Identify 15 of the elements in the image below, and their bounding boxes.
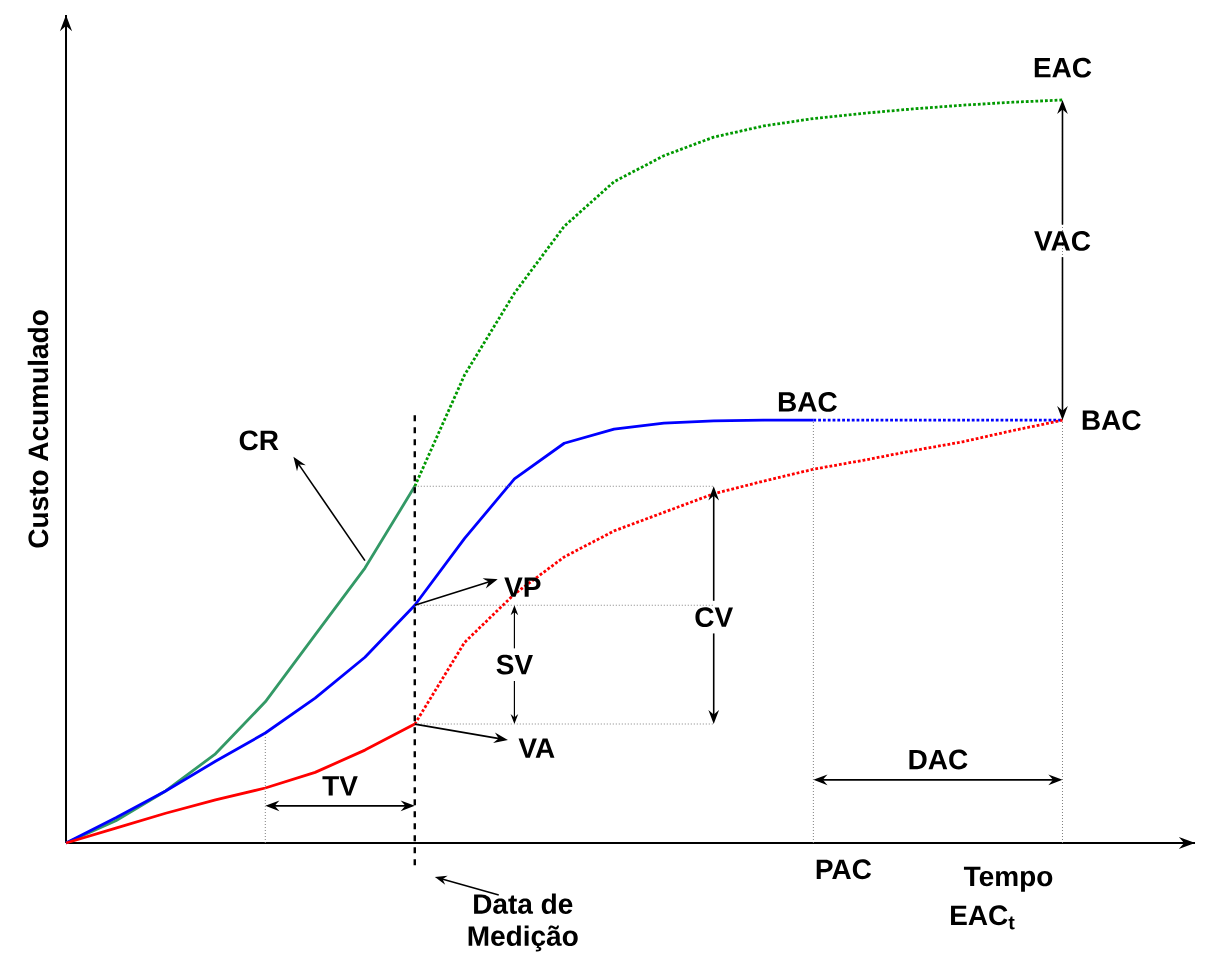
annotation: VAC [1034, 230, 1091, 251]
annotation: BAC [778, 391, 837, 412]
annotation: DAC [909, 749, 968, 770]
annotation: CR [239, 430, 279, 451]
text: Data de Medição [468, 893, 578, 952]
x-axis-title: Tempo [963, 866, 1053, 892]
annotation: SV [496, 654, 533, 675]
annotation: BAC [1082, 410, 1141, 431]
y-axis-title: Custo Acumulado [27, 310, 49, 548]
annotation: TV [322, 776, 358, 796]
text: PAC [816, 859, 872, 880]
text: EAC [1034, 57, 1092, 78]
text: EAC$_{t}$ [951, 905, 1015, 930]
annotation: VA [518, 738, 555, 758]
annotation: CV [695, 607, 733, 628]
